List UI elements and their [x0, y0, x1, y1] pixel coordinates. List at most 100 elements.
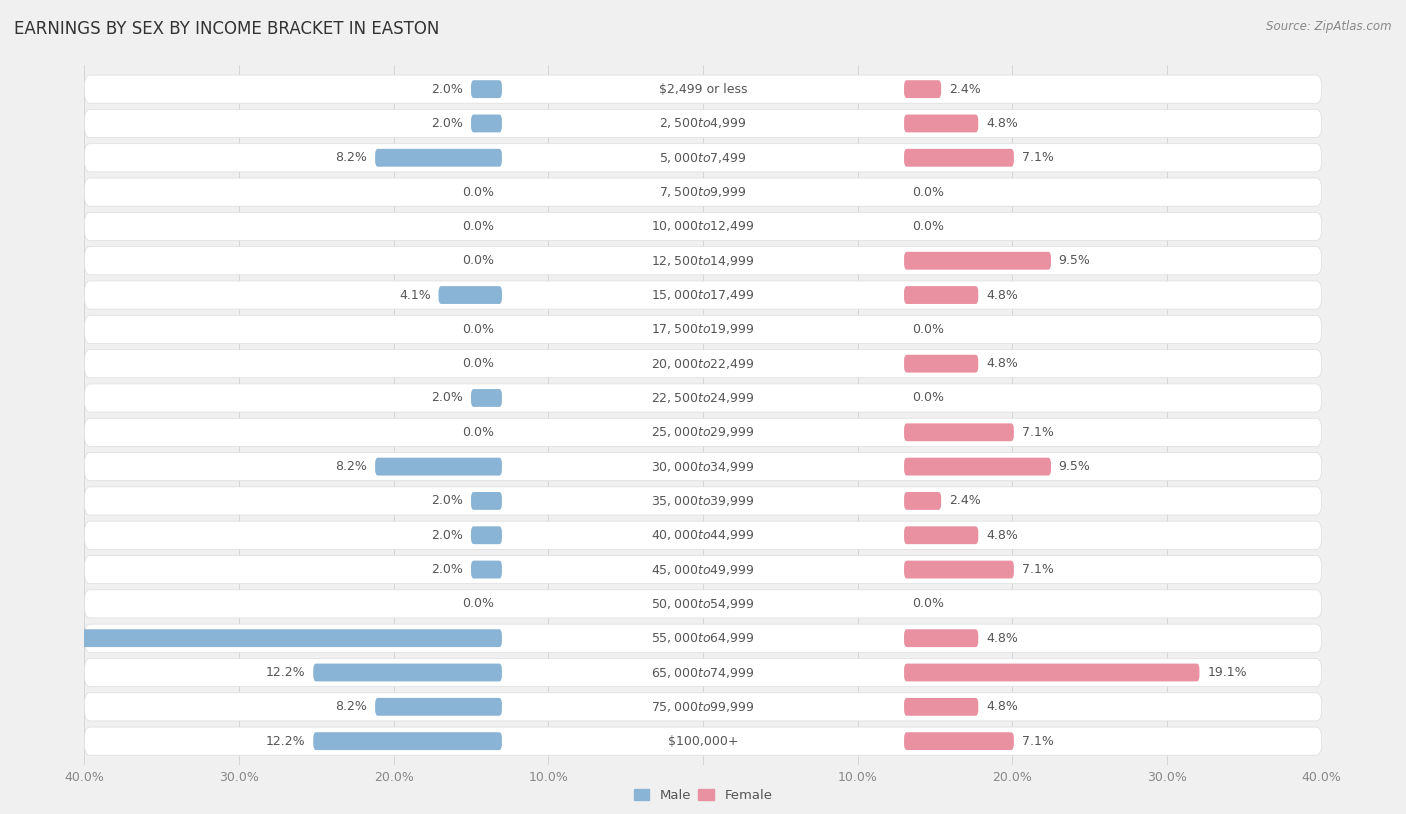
Text: 4.8%: 4.8% — [986, 288, 1018, 301]
FancyBboxPatch shape — [84, 212, 1322, 240]
FancyBboxPatch shape — [84, 315, 1322, 344]
Text: 2.0%: 2.0% — [432, 529, 464, 542]
FancyBboxPatch shape — [904, 629, 979, 647]
Text: 0.0%: 0.0% — [463, 426, 495, 439]
Text: 4.8%: 4.8% — [986, 632, 1018, 645]
FancyBboxPatch shape — [904, 252, 1052, 269]
FancyBboxPatch shape — [904, 286, 979, 304]
FancyBboxPatch shape — [471, 561, 502, 579]
Text: 8.2%: 8.2% — [336, 460, 367, 473]
Text: $40,000 to $44,999: $40,000 to $44,999 — [651, 528, 755, 542]
FancyBboxPatch shape — [375, 457, 502, 475]
Text: $35,000 to $39,999: $35,000 to $39,999 — [651, 494, 755, 508]
Text: $100,000+: $100,000+ — [668, 735, 738, 747]
Text: $22,500 to $24,999: $22,500 to $24,999 — [651, 391, 755, 405]
FancyBboxPatch shape — [84, 521, 1322, 549]
Text: $2,499 or less: $2,499 or less — [659, 83, 747, 95]
Text: 19.1%: 19.1% — [1208, 666, 1247, 679]
FancyBboxPatch shape — [314, 663, 502, 681]
Text: 4.8%: 4.8% — [986, 529, 1018, 542]
Text: 12.2%: 12.2% — [266, 735, 305, 747]
Text: 0.0%: 0.0% — [463, 323, 495, 336]
FancyBboxPatch shape — [904, 698, 979, 716]
FancyBboxPatch shape — [84, 555, 1322, 584]
FancyBboxPatch shape — [904, 81, 941, 98]
Text: 12.2%: 12.2% — [266, 666, 305, 679]
Text: 7.1%: 7.1% — [1022, 735, 1053, 747]
FancyBboxPatch shape — [471, 81, 502, 98]
FancyBboxPatch shape — [84, 624, 1322, 652]
FancyBboxPatch shape — [84, 349, 1322, 378]
FancyBboxPatch shape — [0, 629, 502, 647]
Text: 4.8%: 4.8% — [986, 117, 1018, 130]
FancyBboxPatch shape — [84, 727, 1322, 755]
Text: 7.1%: 7.1% — [1022, 151, 1053, 164]
Text: $15,000 to $17,499: $15,000 to $17,499 — [651, 288, 755, 302]
Text: $5,000 to $7,499: $5,000 to $7,499 — [659, 151, 747, 164]
Text: 4.8%: 4.8% — [986, 357, 1018, 370]
Text: 2.0%: 2.0% — [432, 563, 464, 576]
Text: 8.2%: 8.2% — [336, 151, 367, 164]
FancyBboxPatch shape — [904, 663, 1199, 681]
FancyBboxPatch shape — [84, 659, 1322, 686]
FancyBboxPatch shape — [904, 149, 1014, 167]
Text: 2.4%: 2.4% — [949, 83, 980, 95]
FancyBboxPatch shape — [84, 109, 1322, 138]
Text: 9.5%: 9.5% — [1059, 460, 1091, 473]
Legend: Male, Female: Male, Female — [628, 784, 778, 807]
Text: 2.4%: 2.4% — [949, 494, 980, 507]
FancyBboxPatch shape — [84, 281, 1322, 309]
Text: 7.1%: 7.1% — [1022, 426, 1053, 439]
Text: $25,000 to $29,999: $25,000 to $29,999 — [651, 425, 755, 440]
Text: $45,000 to $49,999: $45,000 to $49,999 — [651, 562, 755, 576]
Text: 0.0%: 0.0% — [912, 186, 943, 199]
Text: 0.0%: 0.0% — [463, 186, 495, 199]
Text: $30,000 to $34,999: $30,000 to $34,999 — [651, 460, 755, 474]
Text: 0.0%: 0.0% — [463, 254, 495, 267]
Text: 2.0%: 2.0% — [432, 83, 464, 95]
Text: $75,000 to $99,999: $75,000 to $99,999 — [651, 700, 755, 714]
Text: 7.1%: 7.1% — [1022, 563, 1053, 576]
Text: 0.0%: 0.0% — [463, 597, 495, 610]
Text: Source: ZipAtlas.com: Source: ZipAtlas.com — [1267, 20, 1392, 33]
Text: 0.0%: 0.0% — [912, 220, 943, 233]
FancyBboxPatch shape — [904, 457, 1052, 475]
FancyBboxPatch shape — [375, 698, 502, 716]
Text: $10,000 to $12,499: $10,000 to $12,499 — [651, 220, 755, 234]
FancyBboxPatch shape — [904, 115, 979, 133]
Text: $2,500 to $4,999: $2,500 to $4,999 — [659, 116, 747, 130]
FancyBboxPatch shape — [84, 418, 1322, 446]
Text: 0.0%: 0.0% — [463, 220, 495, 233]
FancyBboxPatch shape — [84, 590, 1322, 618]
Text: EARNINGS BY SEX BY INCOME BRACKET IN EASTON: EARNINGS BY SEX BY INCOME BRACKET IN EAS… — [14, 20, 440, 38]
FancyBboxPatch shape — [84, 453, 1322, 481]
Text: $50,000 to $54,999: $50,000 to $54,999 — [651, 597, 755, 610]
Text: $20,000 to $22,499: $20,000 to $22,499 — [651, 357, 755, 370]
FancyBboxPatch shape — [471, 115, 502, 133]
Text: 2.0%: 2.0% — [432, 494, 464, 507]
Text: 0.0%: 0.0% — [912, 597, 943, 610]
FancyBboxPatch shape — [904, 733, 1014, 750]
FancyBboxPatch shape — [84, 384, 1322, 412]
FancyBboxPatch shape — [471, 492, 502, 510]
FancyBboxPatch shape — [84, 487, 1322, 515]
Text: 2.0%: 2.0% — [432, 117, 464, 130]
FancyBboxPatch shape — [84, 247, 1322, 275]
FancyBboxPatch shape — [314, 733, 502, 750]
FancyBboxPatch shape — [904, 527, 979, 545]
Text: 0.0%: 0.0% — [912, 323, 943, 336]
FancyBboxPatch shape — [375, 149, 502, 167]
FancyBboxPatch shape — [439, 286, 502, 304]
Text: $12,500 to $14,999: $12,500 to $14,999 — [651, 254, 755, 268]
FancyBboxPatch shape — [904, 423, 1014, 441]
FancyBboxPatch shape — [471, 389, 502, 407]
Text: 9.5%: 9.5% — [1059, 254, 1091, 267]
FancyBboxPatch shape — [904, 561, 1014, 579]
Text: $65,000 to $74,999: $65,000 to $74,999 — [651, 666, 755, 680]
Text: $7,500 to $9,999: $7,500 to $9,999 — [659, 185, 747, 199]
Text: $55,000 to $64,999: $55,000 to $64,999 — [651, 631, 755, 646]
FancyBboxPatch shape — [84, 178, 1322, 206]
FancyBboxPatch shape — [904, 355, 979, 373]
Text: 2.0%: 2.0% — [432, 392, 464, 405]
Text: 4.1%: 4.1% — [399, 288, 430, 301]
